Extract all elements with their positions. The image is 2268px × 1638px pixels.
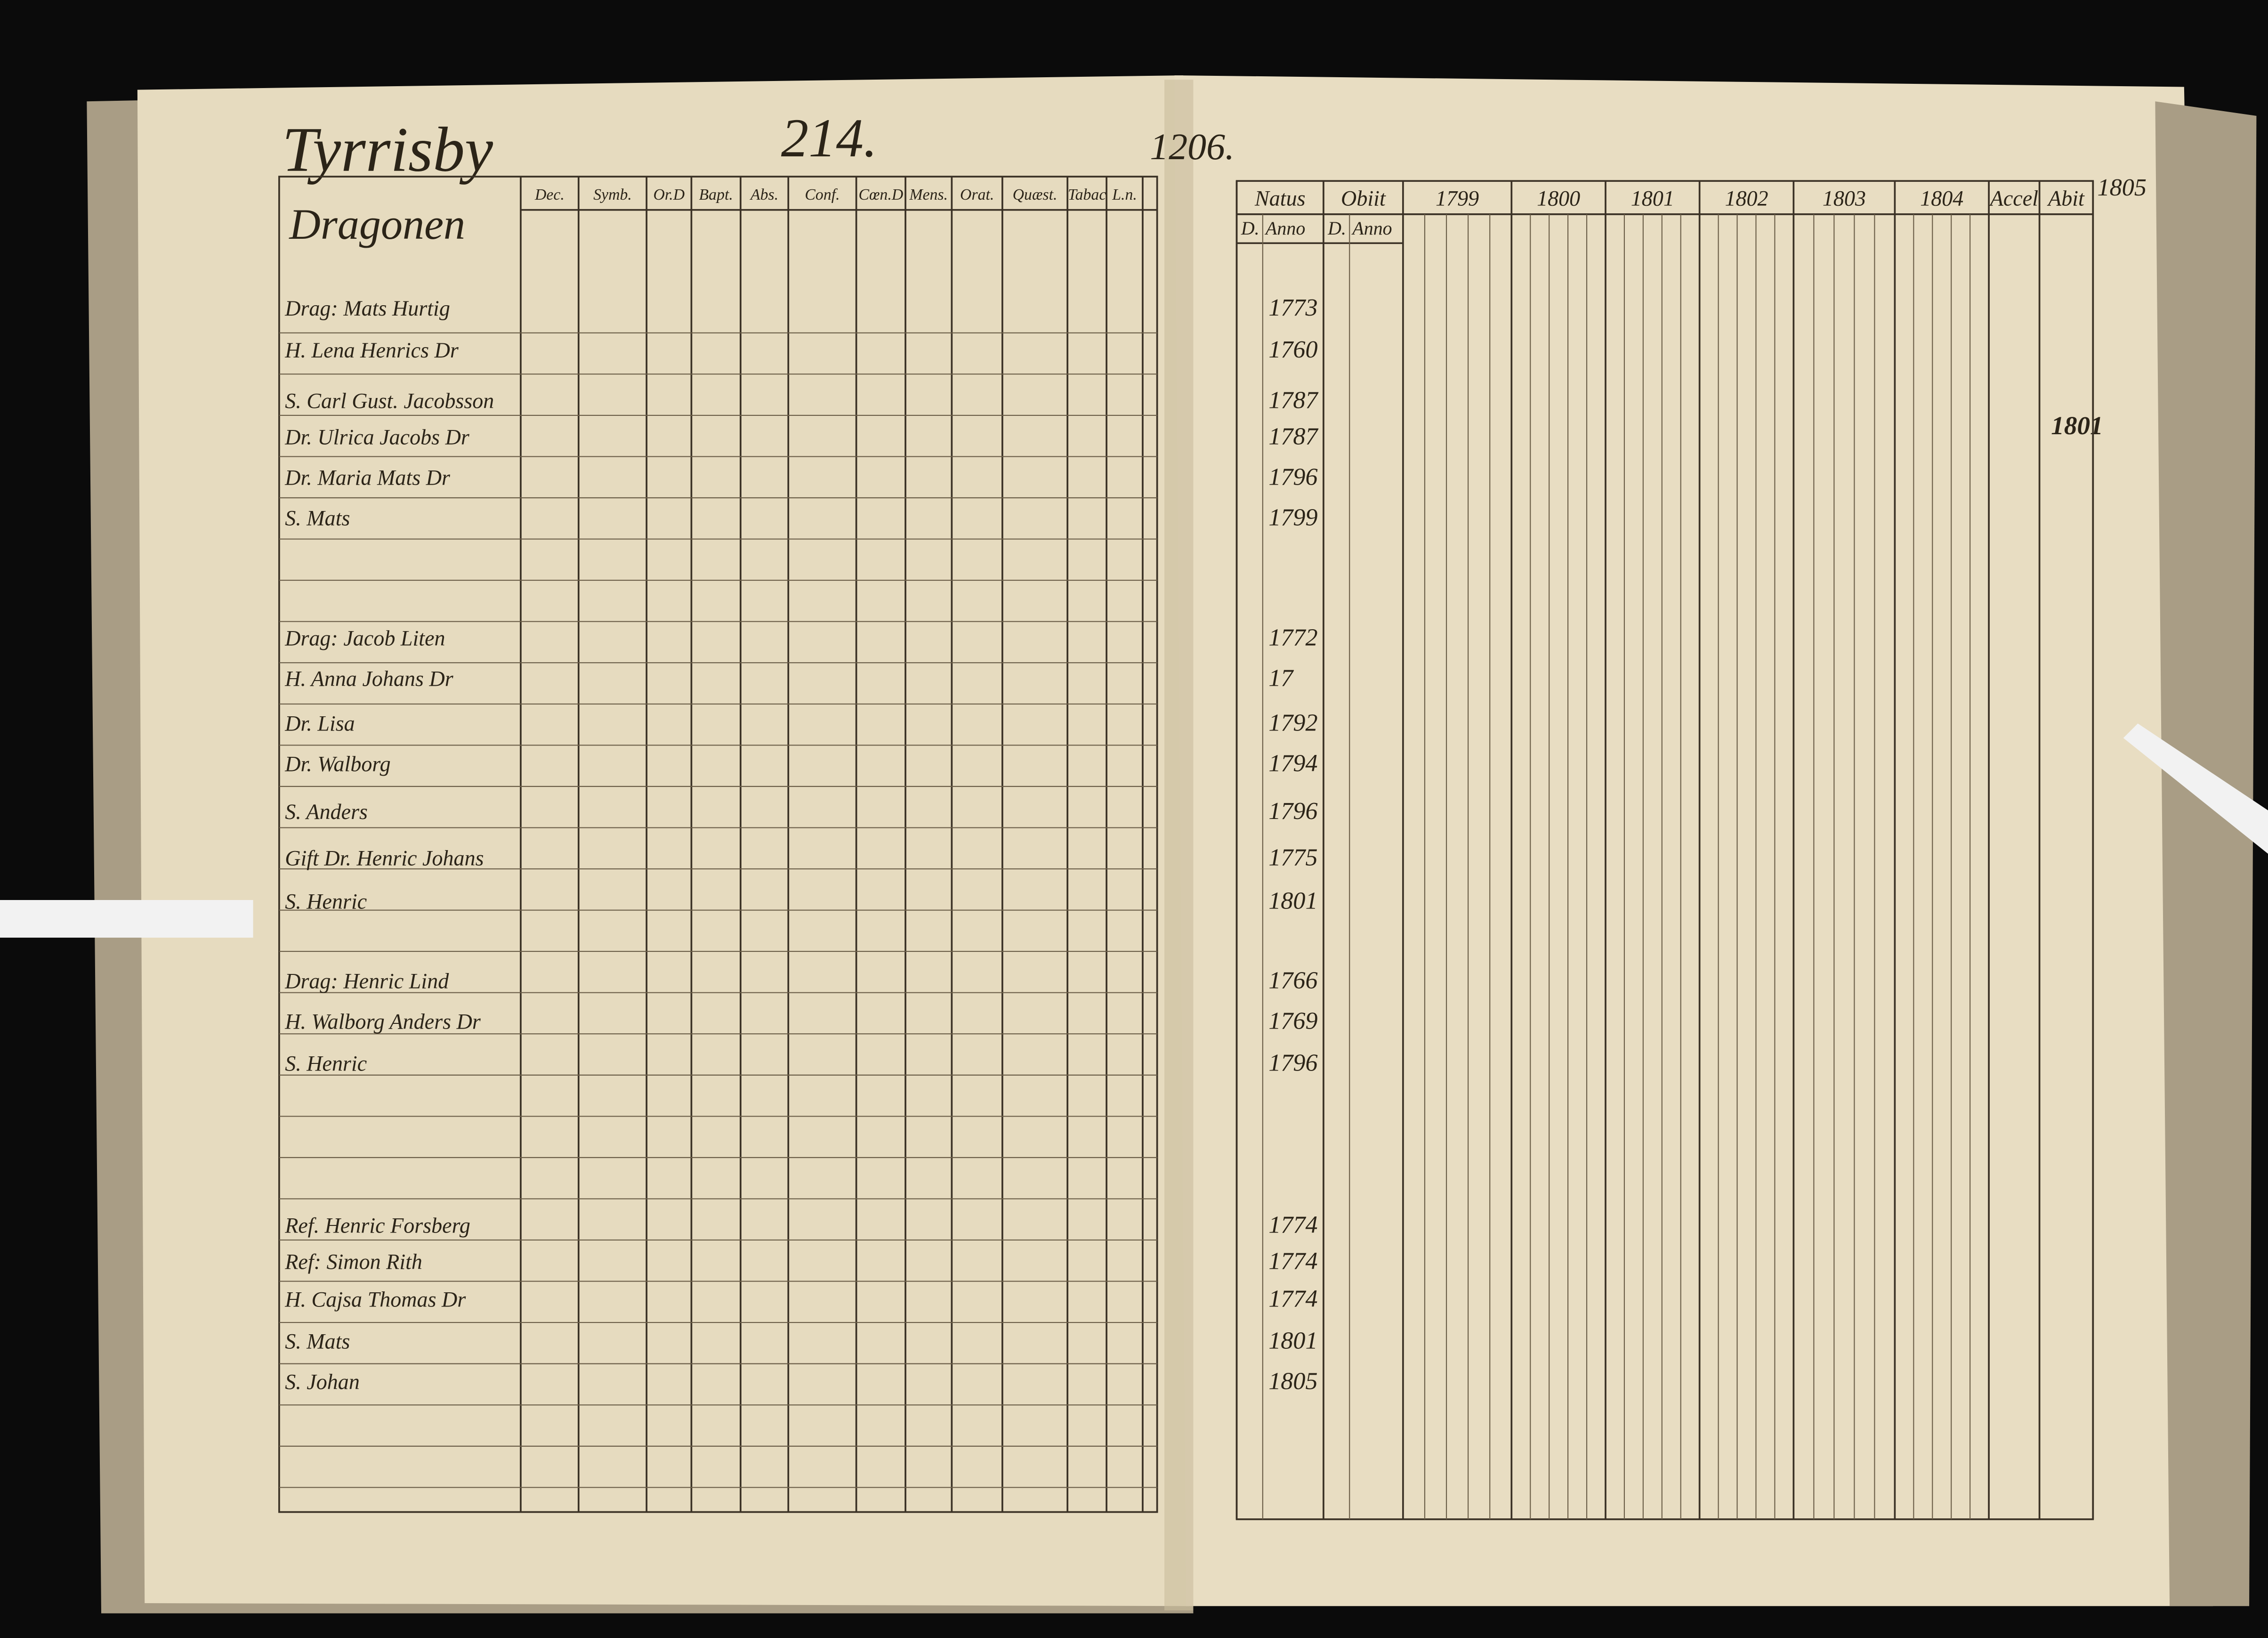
column-header: Symb. [593, 186, 632, 203]
column-header: Orat. [960, 186, 994, 203]
column-header: Dec. [534, 186, 565, 203]
sub-header: Anno [1264, 218, 1305, 239]
person-name: Drag: Mats Hurtig [284, 296, 450, 320]
person-name: Gift Dr. Henric Johans [285, 846, 484, 870]
birth-year: 1805 [1268, 1367, 1317, 1395]
person-name: Dr. Lisa [284, 712, 355, 736]
birth-year: 1801 [1268, 1327, 1317, 1354]
margin-note: 1801 [2051, 411, 2103, 440]
left-table-frame [278, 176, 1158, 1513]
right-page-edges [2155, 101, 2257, 1606]
birth-year: 1772 [1268, 624, 1317, 651]
birth-year: 1794 [1268, 750, 1317, 777]
column-header: Bapt. [699, 186, 733, 203]
column-header: 1802 [1725, 186, 1768, 210]
person-name: H. Lena Henrics Dr [284, 338, 459, 362]
sub-header: Anno [1351, 218, 1392, 239]
birth-year: 1775 [1268, 843, 1317, 871]
column-header: Natus [1254, 186, 1306, 210]
birth-year: 1787 [1268, 387, 1318, 414]
birth-year: 1774 [1268, 1247, 1317, 1274]
person-name: S. Mats [285, 1329, 350, 1353]
page-number: 1206. [1150, 126, 1235, 168]
birth-year: 1766 [1268, 966, 1317, 994]
person-name: S. Mats [285, 506, 350, 530]
birth-year: 1799 [1268, 503, 1317, 531]
birth-year: 1796 [1268, 463, 1317, 490]
person-name: S. Anders [285, 800, 368, 824]
column-header: Accel [1989, 186, 2038, 210]
column-header: Mens. [909, 186, 948, 203]
birth-year: 1796 [1268, 797, 1317, 825]
column-header: Abit [2047, 186, 2085, 210]
right-page [1174, 75, 2213, 1606]
person-name: Ref: Simon Rith [284, 1249, 422, 1273]
column-header: Cœn.D [858, 186, 903, 203]
gutter [1164, 80, 1194, 1611]
person-name: Dr. Walborg [284, 752, 390, 776]
column-header: 1803 [1823, 186, 1866, 210]
bookmark-strip [0, 900, 253, 938]
person-name: Drag: Jacob Liten [284, 626, 445, 650]
person-name: H. Walborg Anders Dr [284, 1009, 481, 1033]
column-header: Obiit [1341, 186, 1386, 210]
column-header: Or.D [654, 186, 685, 203]
birth-year: 1787 [1268, 422, 1318, 450]
person-name: S. Carl Gust. Jacobsson [285, 389, 494, 413]
person-name: Ref. Henric Forsberg [284, 1214, 470, 1238]
birth-year: 1792 [1268, 709, 1317, 737]
birth-year: 1769 [1268, 1007, 1317, 1034]
column-header: 1801 [1631, 186, 1674, 210]
tables: Dec. Symb. Or.D Bapt. Abs. Conf. Cœn.D Mens. Ora… [278, 176, 2094, 1520]
birth-year: 1774 [1268, 1211, 1317, 1239]
birth-year: 1796 [1268, 1049, 1317, 1077]
left-page [137, 75, 1189, 1606]
column-header: 1800 [1537, 186, 1580, 210]
person-name: S. Johan [285, 1370, 360, 1394]
page-number: 214. [781, 108, 877, 169]
birth-year: 1760 [1268, 336, 1317, 363]
column-header: Quæst. [1013, 186, 1057, 203]
column-header: L.n. [1112, 186, 1137, 203]
person-name: H. Anna Johans Dr [284, 666, 454, 690]
person-name: Dr. Maria Mats Dr [284, 465, 451, 489]
person-name: S. Henric [285, 1052, 367, 1076]
birth-year: 17 [1268, 664, 1294, 691]
column-header: 1804 [1920, 186, 1963, 210]
birth-year: 1773 [1268, 294, 1317, 321]
extra-year: 1805 [2097, 174, 2146, 201]
sub-header: D. [1241, 218, 1259, 239]
column-header: 1799 [1436, 186, 1479, 210]
person-name: H. Cajsa Thomas Dr [284, 1287, 466, 1311]
person-name: S. Henric [285, 889, 367, 913]
person-name: Dr. Ulrica Jacobs Dr [284, 425, 470, 449]
sub-header: D. [1327, 218, 1346, 239]
column-header: Conf. [805, 186, 839, 203]
column-header: Tabac [1068, 186, 1106, 203]
person-name: Drag: Henric Lind [284, 969, 449, 993]
birth-year: 1774 [1268, 1285, 1317, 1312]
section-heading: Dragonen [288, 200, 465, 248]
place-title: Tyrrisby [282, 115, 493, 185]
bookmark-strip [2123, 723, 2268, 854]
column-header: Abs. [750, 186, 778, 203]
birth-year: 1801 [1268, 887, 1317, 914]
